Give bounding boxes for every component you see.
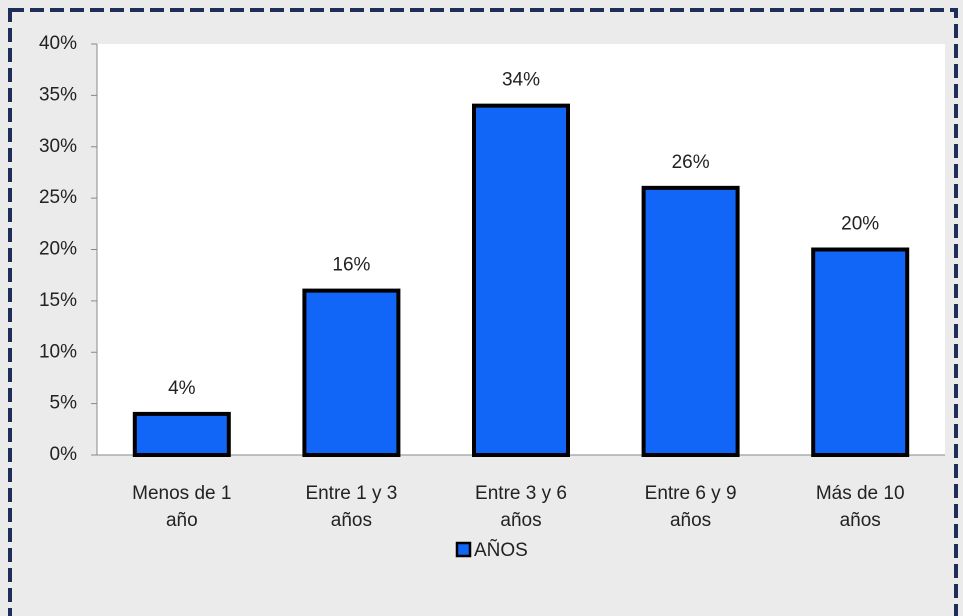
y-tick-label: 35% (39, 84, 77, 105)
bar (302, 288, 401, 457)
x-tick-label: Entre 3 y 6 años (475, 483, 567, 531)
data-label: 26% (672, 152, 710, 173)
bar (132, 411, 231, 457)
data-label: 16% (332, 255, 370, 276)
x-tick-label: Entre 6 y 9 años (644, 483, 737, 531)
bar (472, 103, 570, 458)
bar (811, 247, 910, 457)
x-tick-label: Menos de 1 año (132, 483, 232, 531)
y-tick-label: 25% (39, 187, 77, 208)
y-tick-label: 0% (50, 444, 78, 465)
y-tick-label: 5% (50, 393, 78, 414)
y-tick-label: 40% (39, 33, 77, 54)
bar (641, 185, 740, 457)
y-tick-label: 30% (39, 136, 77, 157)
x-tick-label: Entre 1 y 3 años (305, 483, 398, 531)
legend-label: AÑOS (474, 539, 528, 561)
frame (8, 8, 958, 616)
data-label: 34% (502, 70, 540, 91)
data-label: 4% (168, 378, 196, 399)
x-tick-label: Más de 10 años (815, 483, 905, 531)
legend-swatch (455, 541, 472, 558)
y-tick-label: 15% (39, 290, 77, 311)
y-tick-label: 10% (39, 341, 77, 362)
y-tick-label: 20% (39, 239, 77, 260)
data-label: 20% (841, 214, 879, 235)
